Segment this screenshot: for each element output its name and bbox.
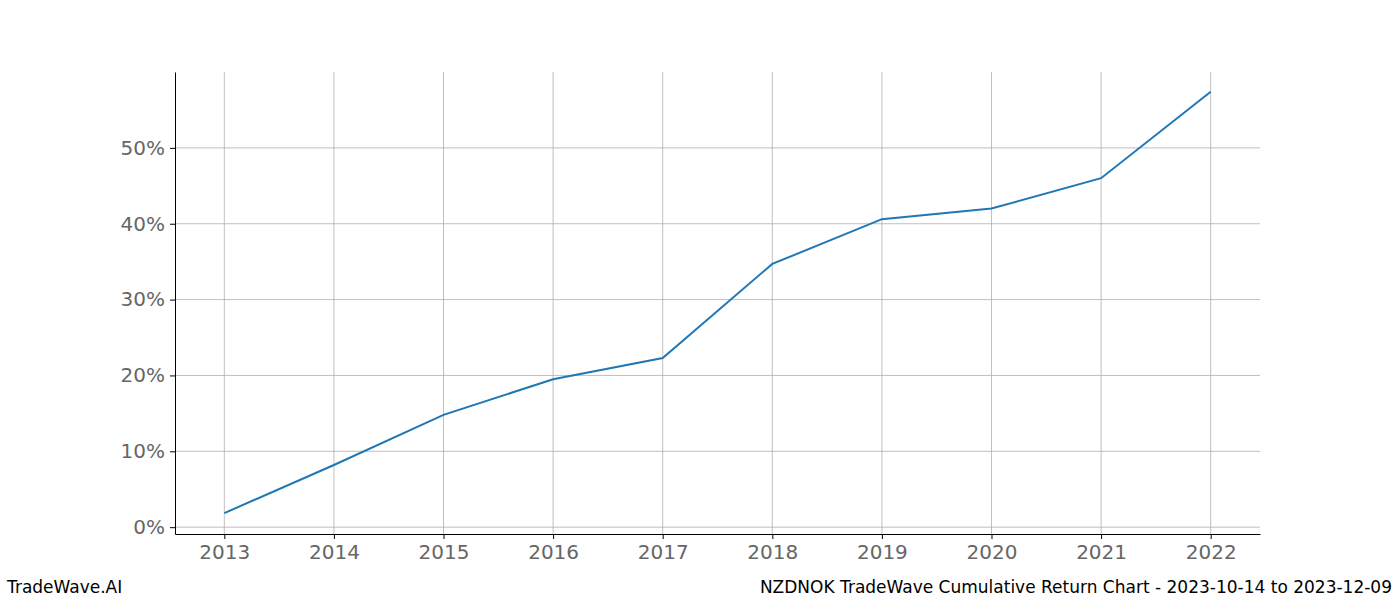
x-tick-mark: [991, 534, 992, 539]
y-grid-line: [175, 527, 1260, 528]
x-tick-label: 2022: [1186, 540, 1237, 564]
y-grid-line: [175, 223, 1260, 224]
x-tick-mark: [1211, 534, 1212, 539]
x-grid-line: [1101, 72, 1102, 534]
y-tick: 20%: [121, 363, 175, 387]
y-grid-line: [175, 375, 1260, 376]
x-tick: 2020: [967, 534, 1018, 564]
y-tick-mark: [170, 527, 175, 528]
x-tick-mark: [772, 534, 773, 539]
y-tick-label: 0%: [133, 515, 165, 539]
y-tick: 10%: [121, 439, 175, 463]
x-tick-label: 2020: [967, 540, 1018, 564]
y-tick: 0%: [133, 515, 175, 539]
grid: [175, 72, 1260, 534]
y-tick-label: 40%: [121, 212, 165, 236]
x-tick: 2021: [1076, 534, 1127, 564]
x-tick: 2018: [747, 534, 798, 564]
x-tick-mark: [1101, 534, 1102, 539]
y-tick-mark: [170, 224, 175, 225]
y-tick-mark: [170, 375, 175, 376]
x-tick: 2013: [199, 534, 250, 564]
plot: 0%10%20%30%40%50%20132014201520162017201…: [121, 72, 1261, 564]
x-tick: 2014: [309, 534, 360, 564]
y-tick: 50%: [121, 136, 175, 160]
y-tick-label: 50%: [121, 136, 165, 160]
y-tick-mark: [170, 148, 175, 149]
x-tick-label: 2015: [419, 540, 470, 564]
x-tick: 2022: [1186, 534, 1237, 564]
chart: 0%10%20%30%40%50%20132014201520162017201…: [0, 0, 1400, 600]
x-grid-line: [1210, 72, 1211, 534]
x-tick-mark: [882, 534, 883, 539]
x-tick-mark: [224, 534, 225, 539]
y-grid-line: [175, 147, 1260, 148]
x-tick-label: 2013: [199, 540, 250, 564]
x-grid-line: [224, 72, 225, 534]
x-grid-line: [662, 72, 663, 534]
y-tick-label: 30%: [121, 287, 165, 311]
x-grid-line: [553, 72, 554, 534]
x-tick-mark: [444, 534, 445, 539]
x-tick: 2017: [638, 534, 689, 564]
title: NZDNOK TradeWave Cumulative Return Chart…: [760, 577, 1392, 597]
y-tick: 30%: [121, 287, 175, 311]
x-tick-mark: [553, 534, 554, 539]
y-grid-line: [175, 451, 1260, 452]
x-tick-mark: [663, 534, 664, 539]
y-axis: 0% 10% 20% 30% 40% 50%: [121, 73, 176, 540]
x-grid-line: [991, 72, 992, 534]
x-tick: 2016: [528, 534, 579, 564]
y-axis-line: [175, 73, 176, 535]
y-tick-mark: [170, 451, 175, 452]
line: [224, 92, 1210, 513]
y-tick: 40%: [121, 212, 175, 236]
x-grid-line: [443, 72, 444, 534]
x-tick-label: 2019: [857, 540, 908, 564]
y-tick-label: 10%: [121, 439, 165, 463]
y-grid-line: [175, 299, 1260, 300]
x-tick-label: 2014: [309, 540, 360, 564]
x-tick-mark: [334, 534, 335, 539]
x-axis: 2013 2014 2015 2016 2017 2018 2019 2020 2021 2022: [176, 534, 1261, 564]
x-tick-label: 2017: [638, 540, 689, 564]
x-grid-line: [772, 72, 773, 534]
y-tick-label: 20%: [121, 363, 165, 387]
x-grid-line: [881, 72, 882, 534]
x-tick: 2015: [419, 534, 470, 564]
y-tick-mark: [170, 300, 175, 301]
x-tick-label: 2021: [1076, 540, 1127, 564]
x-axis-line: [176, 534, 1261, 535]
x-tick: 2019: [857, 534, 908, 564]
marks: [224, 92, 1210, 513]
x-tick-label: 2016: [528, 540, 579, 564]
watermark: TradeWave.AI: [6, 577, 122, 597]
x-tick-label: 2018: [747, 540, 798, 564]
